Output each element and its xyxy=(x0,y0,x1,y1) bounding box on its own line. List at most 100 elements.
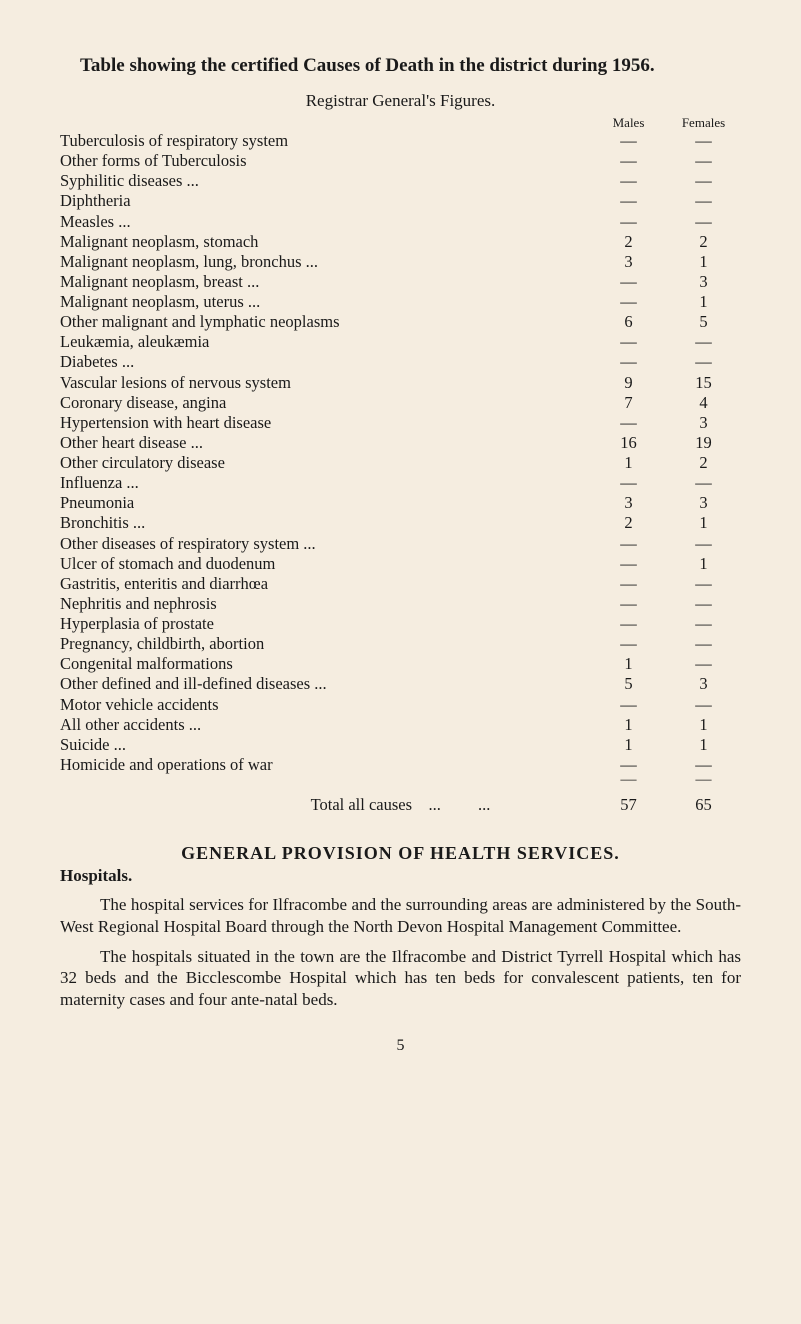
table-row: Nephritis and nephrosis—— xyxy=(60,594,741,614)
males-value: — xyxy=(591,131,666,151)
males-value: 7 xyxy=(591,393,666,413)
females-value: 3 xyxy=(666,674,741,694)
cause-label: Other defined and ill-defined diseases .… xyxy=(60,674,591,694)
cause-label: Pregnancy, childbirth, abortion xyxy=(60,634,591,654)
table-row: All other accidents ...11 xyxy=(60,715,741,735)
females-value: — xyxy=(666,614,741,634)
table-row: Suicide ...11 xyxy=(60,735,741,755)
table-row: Syphilitic diseases ...—— xyxy=(60,171,741,191)
females-value: 2 xyxy=(666,453,741,473)
paragraph-1: The hospital services for Ilfracombe and… xyxy=(60,894,741,938)
cause-label: Other circulatory disease xyxy=(60,453,591,473)
table-row: Other circulatory disease12 xyxy=(60,453,741,473)
males-value: 3 xyxy=(591,252,666,272)
cause-label: Vascular lesions of nervous system xyxy=(60,373,591,393)
males-value: 2 xyxy=(591,232,666,252)
table-row: Pneumonia33 xyxy=(60,493,741,513)
cause-label: Congenital malformations xyxy=(60,654,591,674)
cause-label: Other heart disease ... xyxy=(60,433,591,453)
table-title: Table showing the certified Causes of De… xyxy=(80,55,741,77)
cause-label: Malignant neoplasm, stomach xyxy=(60,232,591,252)
females-value: 19 xyxy=(666,433,741,453)
page: Table showing the certified Causes of De… xyxy=(0,0,801,1085)
cause-label: Leukæmia, aleukæmia xyxy=(60,332,591,352)
females-value: — xyxy=(666,594,741,614)
females-value: 2 xyxy=(666,232,741,252)
males-value: — xyxy=(591,352,666,372)
causes-table: Tuberculosis of respiratory system——Othe… xyxy=(60,131,741,775)
total-label: Total all causes ... ... xyxy=(60,795,591,815)
cause-label: Gastritis, enteritis and diarrhœa xyxy=(60,574,591,594)
females-value: 1 xyxy=(666,292,741,312)
cause-label: Other diseases of respiratory system ... xyxy=(60,534,591,554)
males-value: — xyxy=(591,151,666,171)
table-row: Influenza ...—— xyxy=(60,473,741,493)
males-value: — xyxy=(591,614,666,634)
males-value: — xyxy=(591,292,666,312)
table-row: Coronary disease, angina74 xyxy=(60,393,741,413)
males-value: 1 xyxy=(591,715,666,735)
males-value: — xyxy=(591,554,666,574)
females-value: — xyxy=(666,654,741,674)
males-value: — xyxy=(591,191,666,211)
females-value: — xyxy=(666,332,741,352)
females-value: 3 xyxy=(666,493,741,513)
females-value: — xyxy=(666,574,741,594)
females-value: — xyxy=(666,212,741,232)
cause-label: Hypertension with heart disease xyxy=(60,413,591,433)
table-row: Malignant neoplasm, breast ...—3 xyxy=(60,272,741,292)
table-row: Diabetes ...—— xyxy=(60,352,741,372)
table-row: Other heart disease ...1619 xyxy=(60,433,741,453)
females-value: — xyxy=(666,171,741,191)
females-value: 1 xyxy=(666,252,741,272)
females-value: — xyxy=(666,151,741,171)
cause-label: Tuberculosis of respiratory system xyxy=(60,131,591,151)
table-row: Other diseases of respiratory system ...… xyxy=(60,534,741,554)
cause-label: Coronary disease, angina xyxy=(60,393,591,413)
females-value: — xyxy=(666,473,741,493)
males-value: — xyxy=(591,534,666,554)
header-spacer xyxy=(60,115,591,131)
males-value: — xyxy=(591,332,666,352)
males-value: 2 xyxy=(591,513,666,533)
cause-label: Nephritis and nephrosis xyxy=(60,594,591,614)
females-value: — xyxy=(666,634,741,654)
females-value: — xyxy=(666,534,741,554)
males-value: — xyxy=(591,695,666,715)
table-row: Hyperplasia of prostate—— xyxy=(60,614,741,634)
cause-label: Hyperplasia of prostate xyxy=(60,614,591,634)
males-value: — xyxy=(591,272,666,292)
table-row: Bronchitis ...21 xyxy=(60,513,741,533)
total-divider: — — xyxy=(60,771,741,789)
table-row: Leukæmia, aleukæmia—— xyxy=(60,332,741,352)
females-value: 3 xyxy=(666,413,741,433)
cause-label: Motor vehicle accidents xyxy=(60,695,591,715)
males-value: — xyxy=(591,574,666,594)
table-row: Malignant neoplasm, stomach22 xyxy=(60,232,741,252)
table-row: Measles ...—— xyxy=(60,212,741,232)
cause-label: Pneumonia xyxy=(60,493,591,513)
table-row: Pregnancy, childbirth, abortion—— xyxy=(60,634,741,654)
table-row: Congenital malformations1— xyxy=(60,654,741,674)
paragraph-2: The hospitals situated in the town are t… xyxy=(60,946,741,1011)
table-row: Malignant neoplasm, lung, bronchus ...31 xyxy=(60,252,741,272)
table-row: Hypertension with heart disease—3 xyxy=(60,413,741,433)
cause-label: Ulcer of stomach and duodenum xyxy=(60,554,591,574)
females-value: 4 xyxy=(666,393,741,413)
males-value: — xyxy=(591,171,666,191)
table-row: Vascular lesions of nervous system915 xyxy=(60,373,741,393)
cause-label: Syphilitic diseases ... xyxy=(60,171,591,191)
males-value: 1 xyxy=(591,453,666,473)
males-value: — xyxy=(591,634,666,654)
cause-label: Malignant neoplasm, uterus ... xyxy=(60,292,591,312)
females-value: — xyxy=(666,352,741,372)
cause-label: Other forms of Tuberculosis xyxy=(60,151,591,171)
cause-label: Other malignant and lymphatic neoplasms xyxy=(60,312,591,332)
males-value: 5 xyxy=(591,674,666,694)
cause-label: Malignant neoplasm, lung, bronchus ... xyxy=(60,252,591,272)
males-value: 1 xyxy=(591,735,666,755)
females-value: 5 xyxy=(666,312,741,332)
table-row: Other defined and ill-defined diseases .… xyxy=(60,674,741,694)
page-number: 5 xyxy=(60,1037,741,1055)
table-row: Diphtheria—— xyxy=(60,191,741,211)
